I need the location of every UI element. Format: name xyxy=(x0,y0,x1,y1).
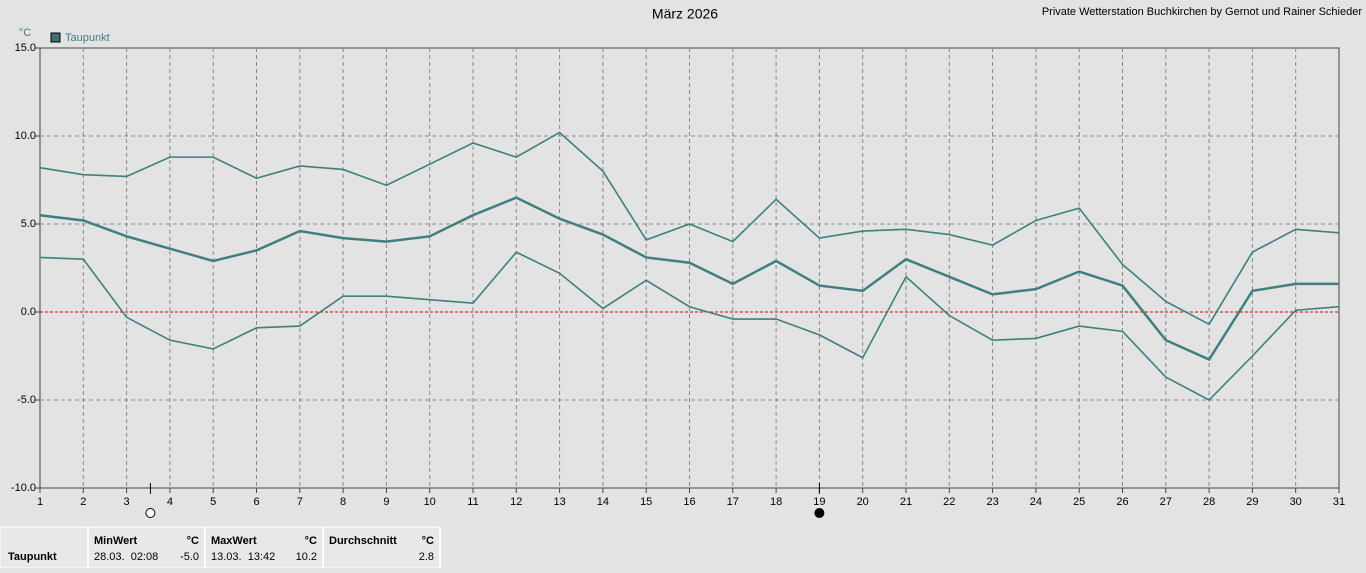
cell-time: 28.03. 02:08 xyxy=(94,551,158,563)
y-tick-label: -10.0 xyxy=(11,482,36,494)
chart-subtitle: Private Wetterstation Buchkirchen by Ger… xyxy=(1042,6,1363,18)
cell-value: 10.2 xyxy=(296,551,317,563)
y-unit: °C xyxy=(19,27,31,39)
x-tick-label: 12 xyxy=(510,496,522,508)
x-tick-label: 13 xyxy=(553,496,565,508)
legend-swatch xyxy=(50,32,61,43)
x-tick-label: 20 xyxy=(857,496,869,508)
x-tick-label: 11 xyxy=(467,496,478,508)
cell-title: MaxWert xyxy=(211,535,257,547)
cell-value: -5.0 xyxy=(180,551,199,563)
x-tick-label: 2 xyxy=(80,496,86,508)
moon-phase xyxy=(814,508,825,518)
cell-value: 2.8 xyxy=(419,551,434,563)
summary-table xyxy=(0,526,441,569)
y-tick-label: 5.0 xyxy=(21,218,36,230)
x-tick-label: 7 xyxy=(297,496,303,508)
y-tick-label: 10.0 xyxy=(15,130,36,142)
x-tick-label: 24 xyxy=(1030,496,1042,508)
x-tick-label: 4 xyxy=(167,496,173,508)
series-line xyxy=(39,251,1340,401)
x-tick-label: 1 xyxy=(37,496,43,508)
legend-label: Taupunkt xyxy=(65,32,110,44)
x-tick-label: 5 xyxy=(210,496,216,508)
x-tick-label: 23 xyxy=(986,496,998,508)
cell-title: MinWert xyxy=(94,535,138,547)
series-line xyxy=(39,131,1340,326)
x-tick-label: 6 xyxy=(253,496,259,508)
cell-unit: °C xyxy=(422,535,434,547)
y-tick-label: 15.0 xyxy=(15,42,36,54)
x-tick-label: 3 xyxy=(124,496,130,508)
x-tick-label: 9 xyxy=(383,496,389,508)
x-tick-label: 19 xyxy=(813,496,825,508)
y-tick-label: -5.0 xyxy=(17,394,36,406)
x-tick-label: 30 xyxy=(1290,496,1302,508)
x-tick-label: 26 xyxy=(1116,496,1128,508)
x-tick-label: 28 xyxy=(1203,496,1215,508)
cell-time: 13.03. 13:42 xyxy=(211,551,275,563)
x-tick-label: 18 xyxy=(770,496,782,508)
x-tick-label: 15 xyxy=(640,496,652,508)
cell-title: Durchschnitt xyxy=(329,535,397,547)
x-tick-label: 21 xyxy=(900,496,912,508)
x-tick-label: 10 xyxy=(424,496,436,508)
x-tick-label: 22 xyxy=(943,496,955,508)
x-tick-label: 29 xyxy=(1246,496,1258,508)
x-tick-label: 17 xyxy=(727,496,739,508)
x-tick-label: 8 xyxy=(340,496,346,508)
cell-unit: °C xyxy=(305,535,317,547)
x-tick-label: 31 xyxy=(1333,496,1345,508)
x-tick-label: 16 xyxy=(683,496,695,508)
chart-title: März 2026 xyxy=(652,6,718,22)
x-tick-label: 27 xyxy=(1160,496,1172,508)
x-tick-label: 25 xyxy=(1073,496,1085,508)
x-tick-label: 14 xyxy=(597,496,609,508)
moon-phase xyxy=(145,508,156,518)
series-line xyxy=(39,196,1339,362)
y-tick-label: 0.0 xyxy=(21,306,36,318)
cell-unit: °C xyxy=(187,535,199,547)
row-label: Taupunkt xyxy=(8,551,57,563)
